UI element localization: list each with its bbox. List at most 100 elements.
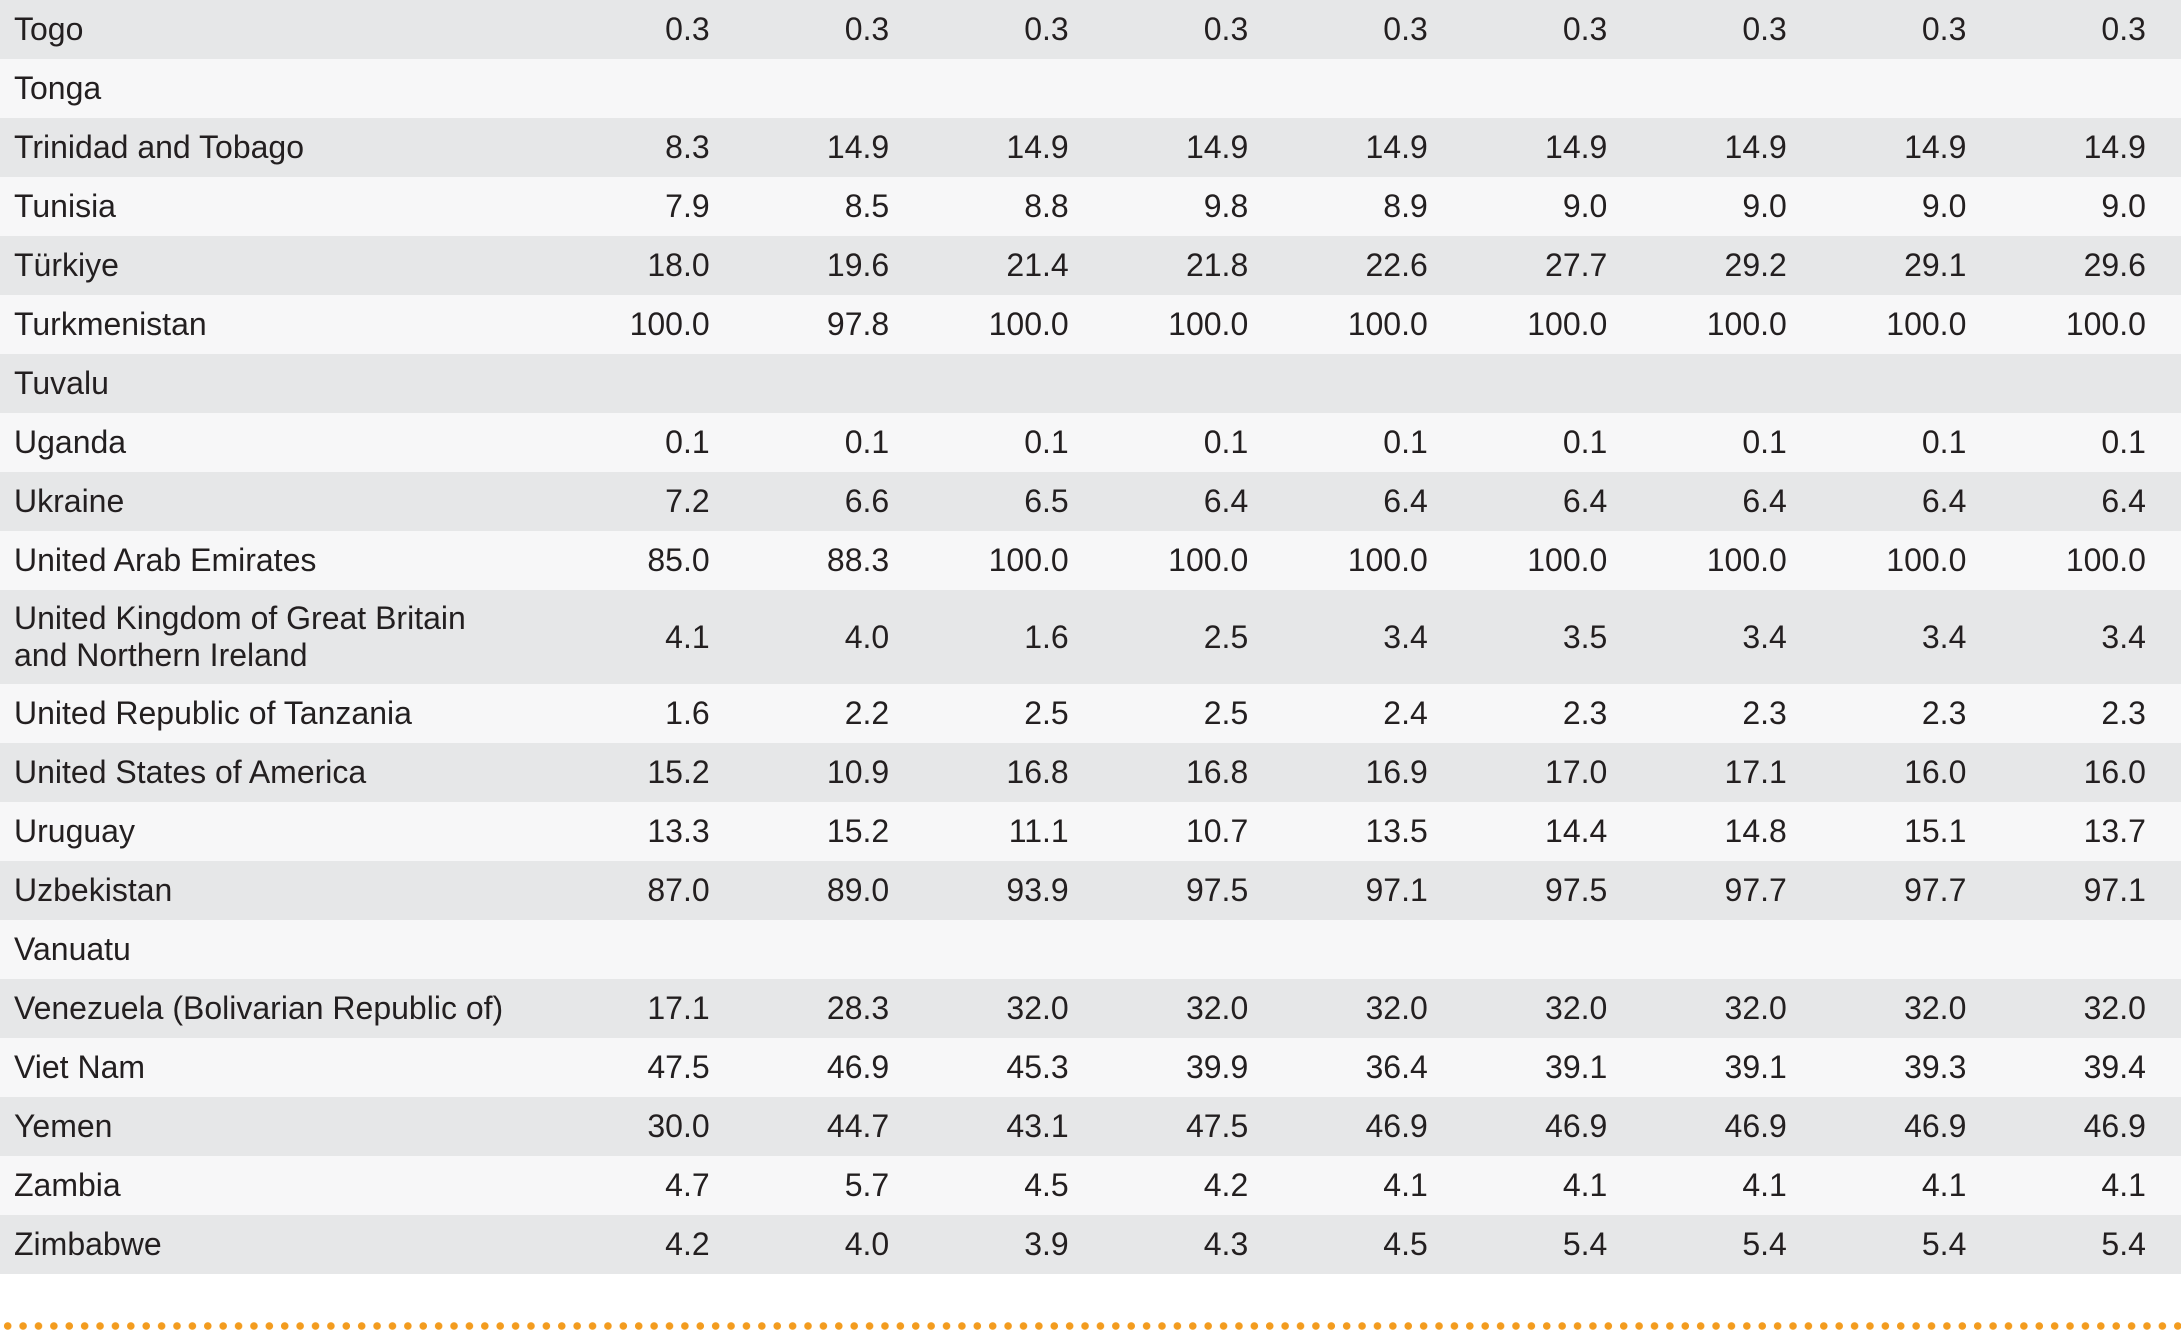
value-cell: 4.2 [1068, 1156, 1249, 1215]
value-cell: 32.0 [889, 979, 1069, 1038]
row-end-padding [2145, 59, 2181, 118]
value-cell [889, 59, 1069, 118]
country-name: Yemen [14, 1108, 113, 1144]
value-cell: 2.5 [1068, 590, 1249, 684]
value-cell: 13.7 [1966, 802, 2146, 861]
value-cell: 14.9 [1607, 118, 1787, 177]
value-cell: 14.9 [1248, 118, 1428, 177]
table-row: Tunisia 7.9 8.5 8.8 9.8 8.9 9.0 9.0 9.0 9.0 [0, 177, 2181, 236]
value-cell [1786, 354, 1967, 413]
value-cell: 87.0 [530, 861, 710, 920]
value-cell: 100.0 [1068, 531, 1249, 590]
value-cell: 27.7 [1427, 236, 1608, 295]
country-name: Venezuela (Bolivarian Republic of) [14, 990, 504, 1026]
table-row: Uganda 0.1 0.1 0.1 0.1 0.1 0.1 0.1 0.1 0.1 [0, 413, 2181, 472]
value-cell: 15.1 [1786, 802, 1967, 861]
value-cell [1248, 59, 1428, 118]
value-cell: 46.9 [1427, 1097, 1608, 1156]
row-end-padding [2145, 1038, 2181, 1097]
row-end-padding [2145, 354, 2181, 413]
value-cell [1068, 59, 1249, 118]
country-name-cell: Tuvalu [0, 354, 531, 413]
country-name-cell: Trinidad and Tobago [0, 118, 531, 177]
row-end-padding [2145, 413, 2181, 472]
value-cell: 1.6 [530, 684, 710, 743]
value-cell: 14.9 [889, 118, 1069, 177]
table-row: Türkiye 18.0 19.6 21.4 21.8 22.6 27.7 29.2 29.1 2… [0, 236, 2181, 295]
value-cell: 100.0 [1966, 295, 2146, 354]
row-end-padding [2145, 177, 2181, 236]
value-cell: 14.4 [1427, 802, 1608, 861]
value-cell: 39.3 [1786, 1038, 1967, 1097]
value-cell: 14.8 [1607, 802, 1787, 861]
value-cell: 100.0 [1786, 531, 1967, 590]
value-cell: 16.9 [1248, 743, 1428, 802]
value-cell: 3.4 [1248, 590, 1428, 684]
row-end-padding [2145, 802, 2181, 861]
value-cell: 9.8 [1068, 177, 1249, 236]
value-cell: 9.0 [1786, 177, 1967, 236]
value-cell [530, 354, 710, 413]
value-cell: 0.1 [1427, 413, 1608, 472]
country-name-cell: Ukraine [0, 472, 531, 531]
value-cell: 14.9 [709, 118, 890, 177]
value-cell: 7.2 [530, 472, 710, 531]
value-cell: 0.1 [1068, 413, 1249, 472]
value-cell: 100.0 [1966, 531, 2146, 590]
value-cell: 46.9 [1607, 1097, 1787, 1156]
value-cell: 32.0 [1786, 979, 1967, 1038]
value-cell [1248, 920, 1428, 979]
value-cell: 47.5 [530, 1038, 710, 1097]
value-cell: 0.1 [1786, 413, 1967, 472]
value-cell: 39.1 [1607, 1038, 1787, 1097]
row-end-padding [2145, 920, 2181, 979]
value-cell: 14.9 [1786, 118, 1967, 177]
table-row: Uruguay 13.3 15.2 11.1 10.7 13.5 14.4 14.8 15.1 1… [0, 802, 2181, 861]
value-cell: 100.0 [889, 295, 1069, 354]
value-cell: 3.4 [1786, 590, 1967, 684]
value-cell: 3.5 [1427, 590, 1608, 684]
value-cell: 2.4 [1248, 684, 1428, 743]
value-cell: 0.1 [1248, 413, 1428, 472]
country-name: Uganda [14, 424, 127, 460]
country-name: Tonga [14, 70, 102, 106]
value-cell: 32.0 [1966, 979, 2146, 1038]
value-cell: 17.0 [1427, 743, 1608, 802]
value-cell: 8.9 [1248, 177, 1428, 236]
value-cell: 100.0 [1607, 295, 1787, 354]
value-cell: 2.5 [889, 684, 1069, 743]
row-end-padding [2145, 118, 2181, 177]
value-cell: 5.4 [1427, 1215, 1608, 1274]
value-cell: 6.4 [1966, 472, 2146, 531]
value-cell: 8.3 [530, 118, 710, 177]
value-cell [1966, 59, 2146, 118]
country-name-cell: Venezuela (Bolivarian Republic of) [0, 979, 531, 1038]
country-name: United States of America [14, 754, 367, 790]
value-cell: 11.1 [889, 802, 1069, 861]
country-name: United Republic of Tanzania [14, 695, 412, 731]
value-cell: 0.3 [1427, 0, 1608, 59]
value-cell [1427, 354, 1608, 413]
table-row: Turkmenistan 100.0 97.8 100.0 100.0 100.0 100.… [0, 295, 2181, 354]
country-name-cell: Tonga [0, 59, 531, 118]
value-cell: 4.1 [1607, 1156, 1787, 1215]
value-cell: 100.0 [1607, 531, 1787, 590]
value-cell: 29.1 [1786, 236, 1967, 295]
value-cell [1786, 59, 1967, 118]
table-row: United Kingdom of Great Britain and Nort… [0, 590, 2181, 684]
value-cell: 6.5 [889, 472, 1069, 531]
table-row: Trinidad and Tobago 8.3 14.9 14.9 14.9 14.9 14… [0, 118, 2181, 177]
value-cell: 9.0 [1966, 177, 2146, 236]
country-name-cell: Yemen [0, 1097, 531, 1156]
value-cell: 6.6 [709, 472, 890, 531]
value-cell: 17.1 [530, 979, 710, 1038]
value-cell: 100.0 [1248, 295, 1428, 354]
value-cell: 100.0 [889, 531, 1069, 590]
country-name: Uruguay [14, 813, 135, 849]
country-name-cell: Turkmenistan [0, 295, 531, 354]
value-cell [709, 354, 890, 413]
row-end-padding [2145, 1097, 2181, 1156]
country-name-cell: Zambia [0, 1156, 531, 1215]
value-cell: 100.0 [1427, 295, 1608, 354]
value-cell: 4.7 [530, 1156, 710, 1215]
